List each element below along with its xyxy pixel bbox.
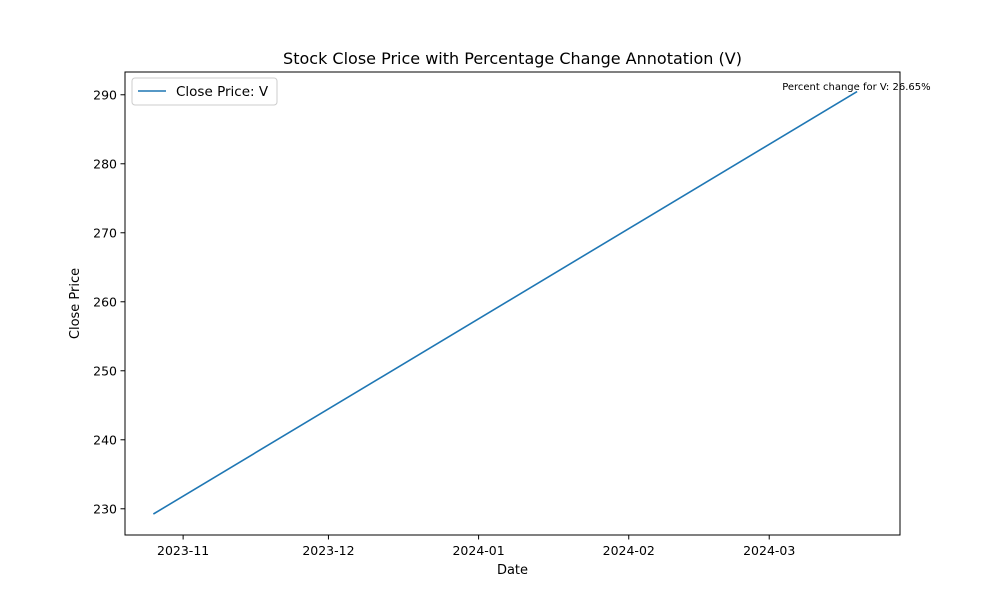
plot-frame <box>124 71 901 536</box>
legend-box <box>131 77 278 106</box>
y-axis-label: Close Price <box>68 268 83 339</box>
y-tick-label: 270 <box>93 225 117 240</box>
series-layer <box>152 90 858 515</box>
series-line-close-price <box>152 90 858 515</box>
legend[interactable]: Close Price: V <box>131 77 278 106</box>
y-tick-label: 240 <box>93 432 117 447</box>
x-tick-label: 2023-12 <box>302 543 354 558</box>
x-tick-label: 2023-11 <box>157 543 209 558</box>
legend-entry-close-price: Close Price: V <box>176 84 269 100</box>
chart-title: Stock Close Price with Percentage Change… <box>283 49 742 68</box>
x-tick-label: 2024-01 <box>452 543 504 558</box>
y-tick-label: 230 <box>93 501 117 516</box>
x-tick-label: 2024-03 <box>743 543 795 558</box>
x-tick-label: 2024-02 <box>603 543 655 558</box>
percent-change-annotation: Percent change for V: 26.65% <box>782 82 930 93</box>
y-tick-label: 260 <box>93 294 117 309</box>
x-axis-label: Date <box>497 563 528 578</box>
annotation-layer: Percent change for V: 26.65% <box>782 82 930 93</box>
y-tick-label: 290 <box>93 87 117 102</box>
y-tick-label: 250 <box>93 363 117 378</box>
x-axis: 2023-11 2023-12 2024-01 2024-02 2024-03 <box>157 535 795 558</box>
y-axis: 230 240 250 260 270 280 290 <box>93 87 125 516</box>
plot-area <box>124 71 901 536</box>
y-tick-label: 280 <box>93 156 117 171</box>
